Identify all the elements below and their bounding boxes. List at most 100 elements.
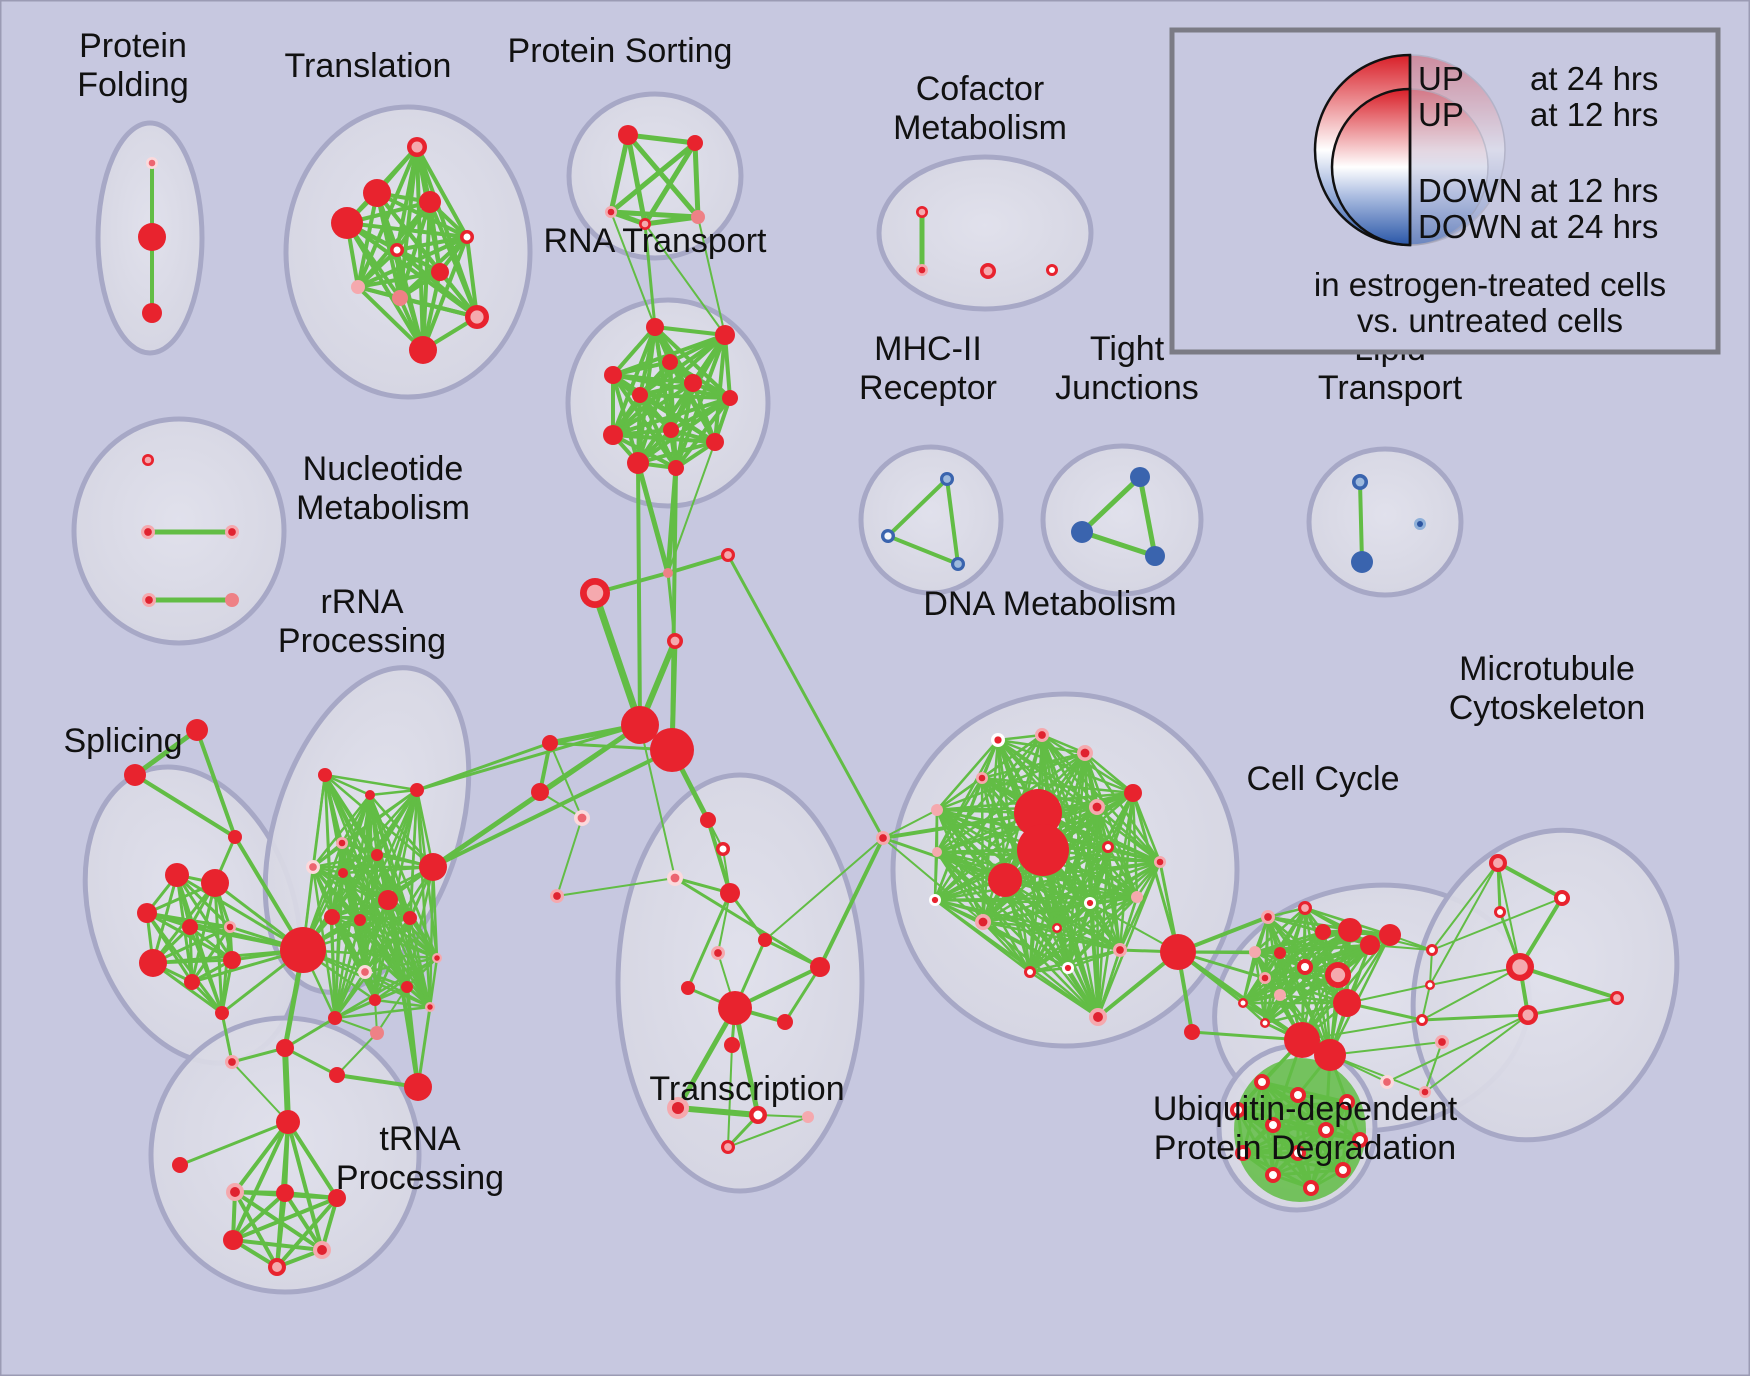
network-node[interactable] (722, 390, 738, 406)
network-node[interactable] (1290, 1087, 1306, 1103)
network-node[interactable] (370, 1026, 384, 1040)
network-node[interactable] (1351, 551, 1373, 573)
network-node[interactable] (1052, 923, 1062, 933)
network-node[interactable] (432, 953, 442, 963)
network-node[interactable] (975, 914, 991, 930)
network-node[interactable] (225, 525, 239, 539)
network-node[interactable] (663, 568, 673, 578)
network-node[interactable] (313, 1241, 331, 1259)
network-node[interactable] (627, 452, 649, 474)
network-node[interactable] (1335, 1162, 1351, 1178)
network-node[interactable] (667, 1097, 689, 1119)
network-node[interactable] (1024, 966, 1036, 978)
network-node[interactable] (916, 206, 928, 218)
network-node[interactable] (184, 974, 200, 990)
network-node[interactable] (668, 460, 684, 476)
network-node[interactable] (276, 1039, 294, 1057)
network-node[interactable] (718, 991, 752, 1025)
network-node[interactable] (1124, 784, 1142, 802)
network-node[interactable] (550, 889, 564, 903)
network-node[interactable] (531, 783, 549, 801)
network-node[interactable] (929, 894, 941, 906)
network-node[interactable] (1089, 799, 1105, 815)
network-node[interactable] (165, 863, 189, 887)
network-node[interactable] (1325, 962, 1351, 988)
network-node[interactable] (1506, 953, 1534, 981)
network-node[interactable] (662, 354, 678, 370)
network-node[interactable] (1238, 998, 1248, 1008)
network-node[interactable] (951, 557, 965, 571)
network-node[interactable] (881, 529, 895, 543)
network-node[interactable] (810, 957, 830, 977)
network-node[interactable] (721, 548, 735, 562)
network-node[interactable] (142, 454, 154, 466)
network-node[interactable] (1145, 546, 1165, 566)
network-node[interactable] (574, 810, 590, 826)
network-node[interactable] (777, 1014, 793, 1030)
network-node[interactable] (1297, 959, 1313, 975)
network-node[interactable] (603, 425, 623, 445)
network-node[interactable] (639, 218, 651, 230)
network-node[interactable] (1339, 1094, 1355, 1110)
network-node[interactable] (1338, 918, 1362, 942)
network-node[interactable] (663, 422, 679, 438)
network-node[interactable] (403, 911, 417, 925)
network-node[interactable] (328, 1189, 346, 1207)
network-node[interactable] (465, 305, 489, 329)
network-node[interactable] (802, 1111, 814, 1123)
network-node[interactable] (700, 812, 716, 828)
network-node[interactable] (940, 472, 954, 486)
network-node[interactable] (1235, 1145, 1251, 1161)
network-node[interactable] (1160, 934, 1196, 970)
network-node[interactable] (720, 883, 740, 903)
network-node[interactable] (124, 764, 146, 786)
network-node[interactable] (138, 223, 166, 251)
network-node[interactable] (324, 909, 340, 925)
network-node[interactable] (228, 830, 242, 844)
network-node[interactable] (687, 135, 703, 151)
network-node[interactable] (186, 719, 208, 741)
network-node[interactable] (1360, 935, 1380, 955)
network-node[interactable] (401, 981, 413, 993)
network-node[interactable] (1261, 910, 1275, 924)
network-node[interactable] (667, 633, 683, 649)
network-node[interactable] (988, 863, 1022, 897)
network-node[interactable] (1084, 897, 1096, 909)
network-node[interactable] (223, 1230, 243, 1250)
network-node[interactable] (351, 280, 365, 294)
network-node[interactable] (1494, 906, 1506, 918)
network-node[interactable] (1419, 1086, 1431, 1098)
network-node[interactable] (749, 1106, 767, 1124)
network-node[interactable] (1102, 841, 1114, 853)
network-node[interactable] (1352, 474, 1368, 490)
network-node[interactable] (1259, 972, 1271, 984)
network-node[interactable] (667, 870, 683, 886)
network-node[interactable] (1017, 824, 1069, 876)
network-node[interactable] (1414, 518, 1426, 530)
network-node[interactable] (410, 783, 424, 797)
network-node[interactable] (363, 179, 391, 207)
network-node[interactable] (431, 263, 449, 281)
network-node[interactable] (1230, 1102, 1246, 1118)
network-node[interactable] (1554, 890, 1570, 906)
network-node[interactable] (276, 1110, 300, 1134)
network-node[interactable] (632, 387, 648, 403)
network-node[interactable] (280, 927, 326, 973)
network-node[interactable] (980, 263, 996, 279)
network-node[interactable] (223, 951, 241, 969)
network-node[interactable] (1489, 854, 1507, 872)
network-node[interactable] (1254, 1074, 1270, 1090)
network-node[interactable] (1071, 521, 1093, 543)
network-node[interactable] (419, 853, 447, 881)
network-node[interactable] (605, 206, 617, 218)
network-node[interactable] (715, 325, 735, 345)
network-node[interactable] (1131, 891, 1143, 903)
network-node[interactable] (371, 849, 383, 861)
network-node[interactable] (425, 1002, 435, 1012)
network-node[interactable] (1318, 1122, 1334, 1138)
network-node[interactable] (1379, 924, 1401, 946)
network-node[interactable] (407, 137, 427, 157)
network-node[interactable] (1425, 980, 1435, 990)
network-node[interactable] (404, 1073, 432, 1101)
network-node[interactable] (1426, 944, 1438, 956)
